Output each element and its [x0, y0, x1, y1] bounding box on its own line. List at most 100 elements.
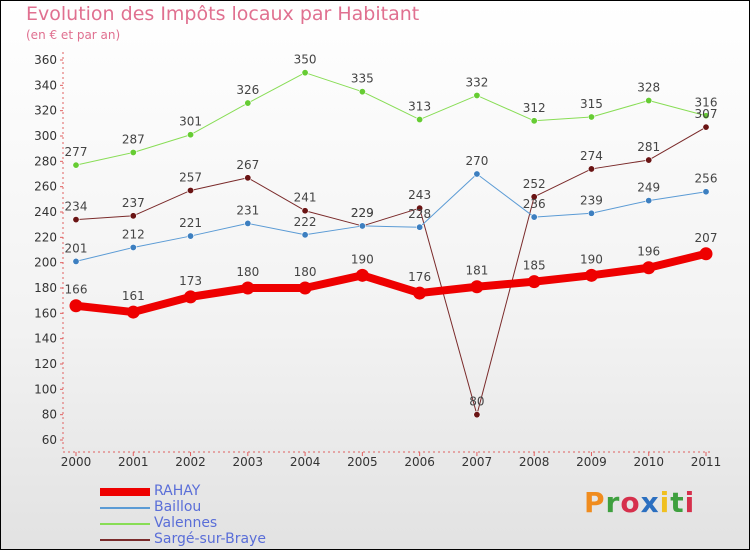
- data-point-baillou: [72, 257, 80, 265]
- data-point-sarg-sur-braye: [416, 204, 424, 212]
- series-line-rahay: [75, 249, 707, 317]
- data-point-sarg-sur-braye: [187, 186, 195, 194]
- data-point-valennes: [416, 116, 424, 124]
- data-label-sarg-sur-braye: 274: [580, 149, 603, 163]
- data-label-valennes: 277: [65, 145, 88, 159]
- data-point-valennes: [72, 161, 80, 169]
- data-label-rahay: 185: [523, 259, 546, 273]
- y-tick-label: 140: [34, 332, 57, 346]
- logo-letter: i: [684, 486, 696, 519]
- data-label-valennes: 326: [236, 83, 259, 97]
- data-point-baillou: [587, 209, 595, 217]
- data-label-valennes: 313: [408, 100, 431, 114]
- data-point-sarg-sur-braye: [530, 193, 538, 201]
- data-label-rahay: 196: [637, 245, 660, 259]
- y-tick-label: 300: [34, 129, 57, 143]
- data-point-sarg-sur-braye: [129, 212, 137, 220]
- x-tick-label: 2004: [290, 455, 321, 469]
- proxiti-logo: Proxiti: [584, 486, 695, 519]
- data-label-baillou: 239: [580, 193, 603, 207]
- y-tick-label: 180: [34, 281, 57, 295]
- data-point-sarg-sur-braye: [702, 123, 710, 131]
- data-point-baillou: [530, 213, 538, 221]
- x-tick-label: 2003: [233, 455, 264, 469]
- y-tick-label: 280: [34, 154, 57, 168]
- data-label-rahay: 181: [465, 264, 488, 278]
- y-tick-label: 220: [34, 230, 57, 244]
- x-tick-label: 2007: [462, 455, 493, 469]
- data-point-valennes: [129, 148, 137, 156]
- chart-subtitle: (en € et par an): [26, 28, 121, 42]
- data-point-sarg-sur-braye: [473, 411, 481, 419]
- data-label-baillou: 222: [294, 215, 317, 229]
- data-point-baillou: [645, 197, 653, 205]
- y-tick-label: 260: [34, 180, 57, 194]
- logo-letter: t: [670, 486, 685, 519]
- data-point-baillou: [416, 223, 424, 231]
- data-label-sarg-sur-braye: 80: [469, 395, 484, 409]
- data-point-valennes: [530, 117, 538, 125]
- data-label-rahay: 166: [65, 283, 88, 297]
- data-label-valennes: 328: [637, 81, 660, 95]
- data-label-baillou: 236: [523, 197, 546, 211]
- data-point-rahay: [699, 247, 713, 261]
- data-point-rahay: [69, 299, 83, 313]
- data-point-valennes: [473, 91, 481, 99]
- data-label-rahay: 180: [294, 265, 317, 279]
- data-point-baillou: [301, 231, 309, 239]
- legend-swatch: [100, 523, 150, 525]
- y-tick-label: 100: [34, 382, 57, 396]
- data-label-rahay: 180: [236, 265, 259, 279]
- x-tick-label: 2005: [347, 455, 378, 469]
- x-tick-label: 2006: [404, 455, 435, 469]
- data-label-valennes: 312: [523, 101, 546, 115]
- data-point-baillou: [187, 232, 195, 240]
- data-label-baillou: 270: [465, 154, 488, 168]
- x-tick-label: 2008: [519, 455, 550, 469]
- x-tick-label: 2011: [691, 455, 722, 469]
- data-label-rahay: 190: [580, 252, 603, 266]
- data-label-baillou: 249: [637, 181, 660, 195]
- data-point-sarg-sur-braye: [645, 156, 653, 164]
- data-point-rahay: [584, 268, 598, 282]
- data-label-valennes: 350: [294, 53, 317, 67]
- data-label-sarg-sur-braye: 241: [294, 191, 317, 205]
- x-tick-label: 2009: [576, 455, 607, 469]
- data-label-baillou: 201: [65, 241, 88, 255]
- data-label-rahay: 161: [122, 289, 145, 303]
- x-tick-label: 2001: [118, 455, 149, 469]
- x-tick-label: 2002: [175, 455, 206, 469]
- y-tick-label: 360: [34, 53, 57, 67]
- data-label-sarg-sur-braye: 237: [122, 196, 145, 210]
- legend-label: RAHAY: [154, 483, 201, 499]
- y-tick-label: 60: [42, 433, 57, 447]
- data-point-valennes: [702, 112, 710, 120]
- data-label-sarg-sur-braye: 252: [523, 177, 546, 191]
- data-point-baillou: [244, 219, 252, 227]
- data-label-sarg-sur-braye: 267: [236, 158, 259, 172]
- data-label-baillou: 231: [236, 203, 259, 217]
- logo-letter: P: [584, 486, 606, 519]
- logo-letter: r: [605, 486, 621, 519]
- data-point-rahay: [527, 275, 541, 289]
- data-point-sarg-sur-braye: [587, 165, 595, 173]
- series-line-valennes: [75, 72, 707, 166]
- data-label-valennes: 287: [122, 132, 145, 146]
- legend-swatch: [100, 488, 150, 496]
- data-point-rahay: [184, 290, 198, 304]
- data-label-valennes: 335: [351, 72, 374, 86]
- data-point-baillou: [129, 243, 137, 251]
- chart-title: Evolution des Impôts locaux par Habitant: [26, 3, 420, 25]
- data-label-sarg-sur-braye: 281: [637, 140, 660, 154]
- series-line-sarg-sur-braye: [75, 126, 707, 416]
- legend-swatch: [100, 507, 150, 509]
- data-point-rahay: [413, 286, 427, 300]
- data-point-valennes: [358, 88, 366, 96]
- data-label-sarg-sur-braye: 243: [408, 188, 431, 202]
- data-point-baillou: [473, 170, 481, 178]
- data-label-rahay: 207: [695, 231, 718, 245]
- logo-letter: i: [659, 486, 671, 519]
- data-point-sarg-sur-braye: [244, 174, 252, 182]
